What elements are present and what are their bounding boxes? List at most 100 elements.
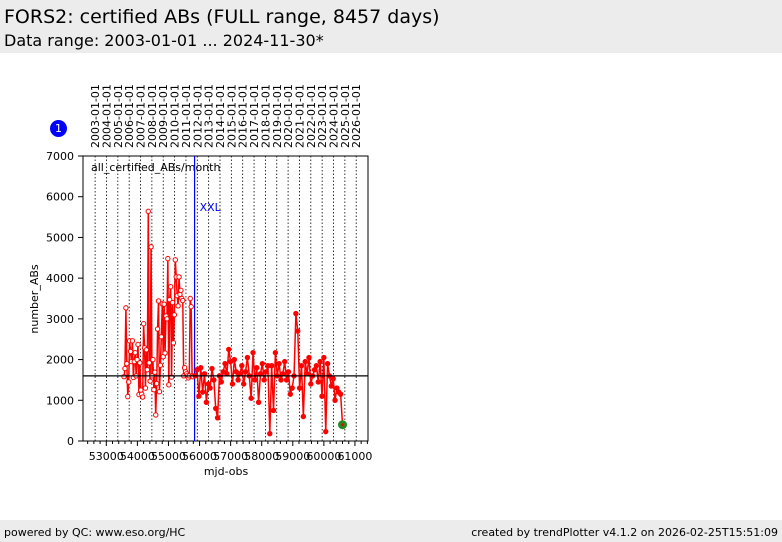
data-point bbox=[282, 358, 288, 365]
data-point bbox=[166, 382, 172, 388]
data-point bbox=[324, 360, 331, 367]
data-point bbox=[176, 274, 182, 280]
data-point bbox=[226, 346, 232, 353]
data-point bbox=[153, 412, 159, 418]
data-point bbox=[330, 376, 336, 382]
data-point bbox=[172, 257, 179, 263]
data-point bbox=[213, 405, 219, 412]
footer-left: powered by QC: www.eso.org/HC bbox=[4, 526, 186, 539]
footer: powered by QC: www.eso.org/HC created by… bbox=[0, 520, 782, 542]
data-point bbox=[162, 350, 168, 356]
x-tick-label: 56000 bbox=[182, 450, 217, 463]
data-point bbox=[261, 377, 267, 383]
data-point bbox=[151, 387, 157, 393]
y-tick-label: 6000 bbox=[46, 191, 74, 204]
y-axis-label: number_ABs bbox=[28, 264, 41, 334]
data-point bbox=[180, 297, 186, 304]
y-tick-label: 4000 bbox=[46, 272, 74, 285]
data-point bbox=[300, 413, 307, 420]
data-point bbox=[321, 354, 327, 361]
year-label: 2024-01-01 bbox=[328, 84, 341, 148]
data-point bbox=[323, 428, 329, 435]
data-point bbox=[244, 354, 251, 361]
data-point bbox=[254, 365, 260, 371]
xxl-event-label: XXL bbox=[200, 201, 222, 214]
data-point bbox=[302, 358, 308, 365]
data-point bbox=[248, 395, 254, 401]
data-point bbox=[289, 385, 295, 391]
year-label: 2023-01-01 bbox=[316, 84, 329, 148]
data-point bbox=[144, 367, 151, 373]
info-badge[interactable]: 1 bbox=[50, 120, 67, 137]
data-point bbox=[203, 399, 210, 406]
y-tick-label: 3000 bbox=[46, 313, 74, 326]
data-point bbox=[139, 394, 146, 400]
data-point bbox=[154, 326, 161, 332]
data-point bbox=[165, 255, 171, 262]
year-label: 2010-01-01 bbox=[169, 84, 182, 148]
year-label: 2021-01-01 bbox=[293, 84, 306, 148]
data-point bbox=[175, 303, 181, 309]
data-point bbox=[122, 365, 128, 372]
data-point bbox=[123, 305, 129, 311]
data-point bbox=[332, 397, 338, 403]
x-axis-label: mjd-obs bbox=[204, 465, 249, 478]
data-point bbox=[187, 295, 193, 302]
data-point bbox=[283, 377, 290, 383]
data-point bbox=[255, 399, 262, 406]
year-label: 2003-01-01 bbox=[89, 84, 102, 148]
data-point bbox=[298, 362, 305, 369]
data-point bbox=[295, 328, 301, 334]
data-point bbox=[125, 379, 132, 385]
y-tick-label: 2000 bbox=[46, 354, 74, 367]
year-label: 2014-01-01 bbox=[214, 84, 227, 148]
data-point bbox=[134, 356, 140, 363]
x-tick-label: 61000 bbox=[337, 450, 372, 463]
year-label: 2020-01-01 bbox=[282, 84, 295, 148]
year-label: 2018-01-01 bbox=[259, 84, 272, 148]
data-point bbox=[308, 381, 314, 387]
x-tick-label: 59000 bbox=[275, 450, 310, 463]
data-point bbox=[146, 360, 152, 366]
year-label: 2019-01-01 bbox=[271, 84, 284, 148]
last-point-center bbox=[341, 423, 345, 427]
data-point bbox=[132, 349, 138, 356]
data-point bbox=[157, 362, 164, 368]
year-label: 2004-01-01 bbox=[100, 84, 113, 148]
x-tick-label: 54000 bbox=[120, 450, 155, 463]
y-tick-label: 5000 bbox=[46, 231, 74, 244]
data-point bbox=[145, 208, 151, 215]
x-tick-label: 55000 bbox=[151, 450, 186, 463]
data-point bbox=[156, 389, 163, 395]
data-point bbox=[242, 369, 249, 375]
data-point bbox=[137, 360, 143, 366]
data-point bbox=[124, 360, 130, 367]
data-point bbox=[152, 369, 158, 375]
data-point bbox=[148, 244, 154, 250]
data-point bbox=[129, 338, 136, 344]
data-point bbox=[196, 393, 202, 399]
data-point bbox=[150, 356, 156, 363]
data-range: Data range: 2003-01-01 ... 2024-11-30* bbox=[4, 31, 324, 50]
data-point bbox=[319, 393, 325, 399]
page-title: FORS2: certified ABs (FULL range, 8457 d… bbox=[4, 6, 440, 28]
data-point bbox=[161, 301, 167, 307]
chart-title: all_certified_ABs/month bbox=[91, 161, 220, 174]
data-point bbox=[250, 349, 256, 356]
data-point bbox=[337, 391, 344, 397]
y-tick-label: 0 bbox=[67, 435, 74, 448]
data-point bbox=[198, 365, 204, 371]
data-point bbox=[164, 316, 170, 322]
data-point bbox=[231, 356, 238, 363]
year-label: 2015-01-01 bbox=[225, 84, 238, 148]
year-label: 2007-01-01 bbox=[135, 84, 148, 148]
data-point bbox=[135, 341, 141, 348]
data-point bbox=[263, 369, 269, 375]
data-point bbox=[125, 393, 131, 400]
year-label: 2008-01-01 bbox=[146, 84, 159, 148]
data-point bbox=[313, 362, 320, 369]
data-point bbox=[267, 430, 273, 437]
data-point bbox=[240, 381, 247, 387]
data-point bbox=[252, 377, 258, 383]
data-point bbox=[140, 321, 147, 327]
